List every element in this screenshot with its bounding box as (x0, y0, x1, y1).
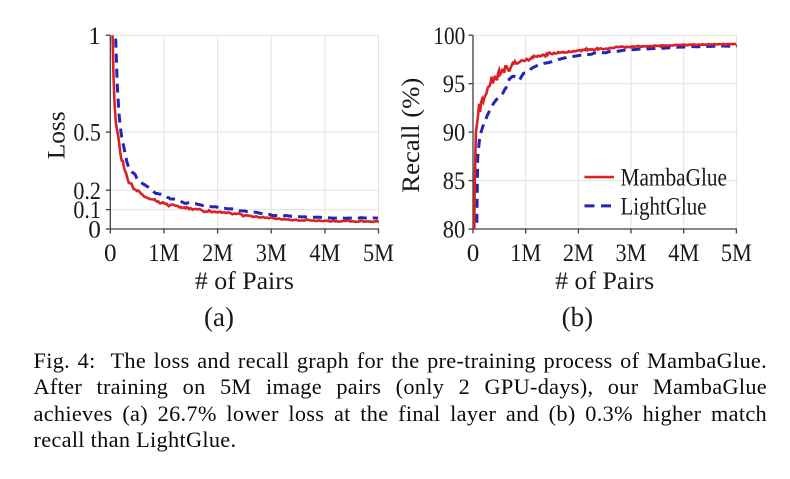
svg-text:2M: 2M (202, 240, 233, 267)
svg-text:Loss: Loss (44, 111, 71, 159)
svg-text:5M: 5M (721, 240, 752, 267)
svg-text:1M: 1M (148, 240, 179, 267)
svg-text:LightGlue: LightGlue (621, 193, 707, 220)
svg-text:0.5: 0.5 (73, 120, 101, 147)
svg-text:4M: 4M (668, 240, 699, 267)
svg-text:# of Pairs: # of Pairs (195, 268, 294, 295)
svg-text:0.2: 0.2 (73, 178, 101, 205)
svg-text:0: 0 (88, 217, 101, 244)
svg-text:80: 80 (443, 217, 466, 244)
svg-text:5M: 5M (363, 240, 394, 267)
svg-text:MambaGlue: MambaGlue (621, 165, 728, 192)
svg-text:3M: 3M (256, 240, 287, 267)
svg-text:3M: 3M (616, 240, 647, 267)
svg-text:1: 1 (88, 23, 101, 50)
svg-text:# of Pairs: # of Pairs (555, 268, 654, 295)
svg-text:100: 100 (433, 23, 465, 50)
svg-text:95: 95 (443, 71, 466, 98)
svg-text:(a): (a) (204, 302, 234, 332)
svg-text:1M: 1M (510, 240, 541, 267)
svg-text:(b): (b) (562, 302, 593, 332)
svg-text:Recall (%): Recall (%) (398, 78, 425, 193)
svg-text:4M: 4M (309, 240, 340, 267)
svg-text:90: 90 (443, 120, 466, 147)
svg-text:85: 85 (443, 168, 466, 195)
svg-text:0: 0 (467, 240, 480, 267)
svg-text:2M: 2M (563, 240, 594, 267)
svg-text:0.1: 0.1 (73, 197, 101, 224)
svg-text:0: 0 (104, 240, 117, 267)
